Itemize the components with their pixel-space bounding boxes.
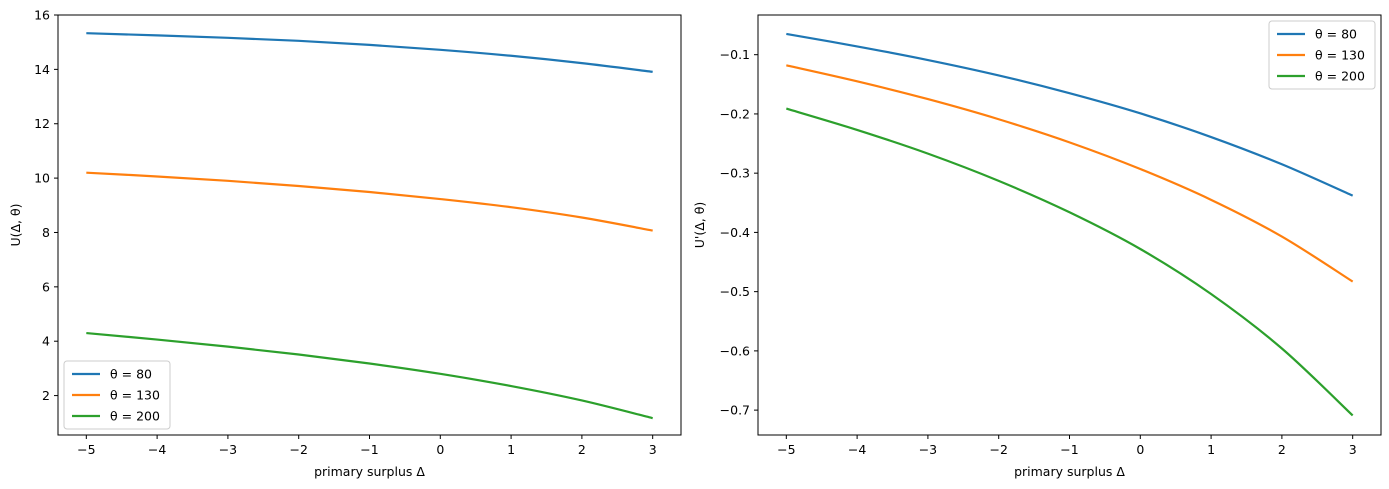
series-line-3 [86,331,653,420]
y-tick-label: 14 [34,62,50,77]
x-tick-label: 1 [1207,442,1215,457]
series-line-1 [86,32,653,73]
legend-entry: θ = 200 [1315,69,1365,84]
y-tick-label: 8 [42,225,50,240]
legend-box [1268,20,1376,90]
x-tick-label: 0 [1136,442,1144,457]
legend: θ = 80 θ = 130 θ = 200 [63,360,171,430]
series-line-2 [786,64,1354,283]
series-line-1 [786,32,1354,197]
x-tick-label: −5 [777,442,795,457]
legend: θ = 80 θ = 130 θ = 200 [1268,20,1376,90]
y-tick-label: 6 [42,279,50,294]
x-tick-label: −2 [289,442,307,457]
y-tick-label: −0.5 [720,284,750,299]
x-tick-label: −4 [848,442,866,457]
x-tick-label: 0 [436,442,444,457]
legend-entry: θ = 80 [110,367,152,382]
y-tick-label: 16 [34,8,50,23]
legend-entry: θ = 130 [1315,48,1365,63]
x-tick-label: 1 [507,442,515,457]
series-line-2 [86,171,653,232]
x-tick-label: −2 [989,442,1007,457]
y-tick-label: −0.3 [720,166,750,181]
legend-entry: θ = 130 [110,388,160,403]
y-tick-label: 2 [42,388,50,403]
y-tick-label: −0.2 [720,106,750,121]
y-axis-label: U(Δ, θ) [8,203,23,246]
x-axis-label: primary surplus Δ [314,464,425,479]
y-tick-label: 12 [34,116,50,131]
x-axis-label: primary surplus Δ [1014,464,1125,479]
x-tick-label: −1 [1060,442,1078,457]
x-tick-label: −3 [219,442,237,457]
series-line-3 [786,107,1354,417]
legend-box [63,360,171,430]
x-tick-label: 3 [649,442,657,457]
legend-entry: θ = 200 [110,409,160,424]
x-tick-label: 2 [1278,442,1286,457]
y-tick-label: −0.6 [720,343,750,358]
y-tick-label: −0.4 [720,225,750,240]
chart-2: −5 −4 −3 −2 −1 0 1 2 3 −0.1 −0.2 −0.3 −0.4 −0.5 −0.6 −0… [692,14,1382,479]
y-tick-label: −0.1 [720,47,750,62]
x-tick-label: 3 [1349,442,1357,457]
x-tick-label: −1 [360,442,378,457]
y-tick-label: 10 [34,171,50,186]
y-tick-label: 4 [42,334,50,349]
legend-entry: θ = 80 [1315,27,1357,42]
x-tick-label: −5 [77,442,95,457]
x-tick-label: 2 [578,442,586,457]
y-axis-label: U'(Δ, θ) [692,202,707,248]
y-tick-label: −0.7 [720,403,750,418]
x-tick-label: −3 [919,442,937,457]
x-tick-label: −4 [148,442,166,457]
